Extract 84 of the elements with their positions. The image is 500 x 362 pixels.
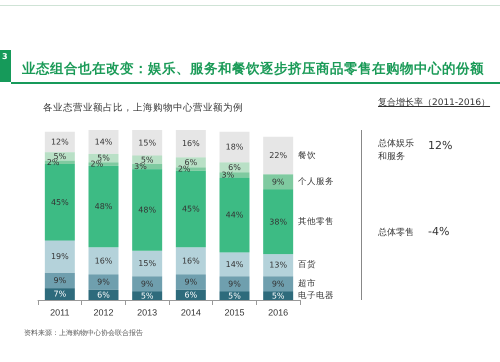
data-label: 9% (53, 276, 67, 285)
bar (176, 170, 206, 248)
data-label: 12% (50, 137, 70, 146)
data-label: 19% (50, 252, 70, 262)
text: 12% (428, 139, 452, 152)
data-label: 7% (53, 290, 67, 299)
bar (220, 178, 250, 252)
bar (176, 247, 206, 274)
data-label: 3% (134, 162, 148, 172)
data-label: 15% (138, 258, 156, 268)
data-label: 6% (228, 162, 242, 172)
text: 3 (2, 52, 8, 61)
bar (132, 130, 162, 156)
x-tick-label: 2011 (50, 308, 70, 318)
data-label: 16% (94, 256, 113, 266)
data-label: 48% (138, 205, 156, 214)
text: 总体零售 (378, 226, 414, 239)
data-label: 18% (226, 142, 244, 152)
text: -4% (428, 225, 450, 238)
chart-title: 业态组合也在改变：娱乐、服务和餐饮逐步挤压商品零售在购物中心的份额 (22, 60, 484, 78)
series-label: 电子电器 (298, 290, 334, 302)
data-label: 14% (94, 137, 113, 146)
series-label: 超市 (298, 278, 316, 290)
chart-subtitle: 各业态营业额占比，上海购物中心营业额为例 (43, 102, 243, 114)
data-label: 9% (97, 278, 110, 287)
data-label: 2% (178, 164, 191, 174)
data-label: 9% (228, 279, 242, 288)
data-label: 6% (97, 290, 110, 300)
data-label: 16% (182, 256, 200, 266)
bar (88, 130, 118, 154)
x-tick-label: 2015 (224, 308, 245, 318)
bar (263, 276, 294, 292)
bar (88, 166, 118, 248)
text: 总体娱乐和服务 (378, 138, 415, 163)
data-label: 38% (269, 217, 288, 226)
data-label: 9% (140, 279, 154, 288)
data-label: 13% (269, 260, 288, 270)
bar (132, 169, 162, 251)
data-label: 9% (272, 279, 285, 288)
data-label: 16% (182, 139, 200, 148)
bar (263, 136, 294, 174)
data-label: 44% (226, 210, 244, 220)
bar (88, 274, 118, 290)
x-tick-label: 2012 (93, 308, 114, 318)
bar (176, 130, 206, 158)
bar (220, 276, 250, 292)
bar (220, 132, 250, 162)
data-label: 45% (182, 204, 200, 214)
data-label: 45% (50, 198, 70, 207)
series-label: 百货 (298, 259, 316, 272)
data-label: 48% (94, 202, 113, 211)
bar (263, 254, 294, 276)
bar (132, 250, 162, 276)
data-label: 9% (272, 177, 285, 186)
series-label: 个人服务 (298, 176, 334, 188)
data-label: 3% (222, 170, 235, 180)
data-label: 9% (184, 278, 198, 287)
data-label: 5% (228, 291, 242, 300)
x-tick-label: 2013 (137, 308, 158, 318)
data-label: 6% (184, 158, 198, 167)
data-label: 6% (184, 290, 198, 300)
data-label: 2% (90, 160, 104, 168)
bar (44, 288, 75, 300)
data-label: 22% (269, 151, 288, 160)
bar (44, 240, 75, 273)
bar (220, 252, 250, 276)
text: 复合增长率（2011-2016） (378, 96, 490, 109)
bar (88, 247, 118, 274)
bar (44, 132, 75, 152)
bar (44, 164, 75, 240)
series-label: 餐饮 (298, 150, 316, 162)
data-label: 2% (46, 158, 60, 167)
bar (263, 174, 294, 190)
data-label: 14% (226, 260, 244, 269)
data-label: 5% (272, 291, 285, 300)
bar (176, 274, 206, 290)
data-label: 5% (140, 155, 154, 164)
bar (263, 190, 294, 254)
x-tick-label: 2014 (180, 308, 201, 318)
x-tick-label: 2016 (268, 308, 288, 318)
bar (132, 276, 162, 292)
series-label: 其他零售 (298, 216, 334, 228)
data-label: 15% (138, 138, 156, 148)
data-label: 5% (140, 291, 154, 300)
